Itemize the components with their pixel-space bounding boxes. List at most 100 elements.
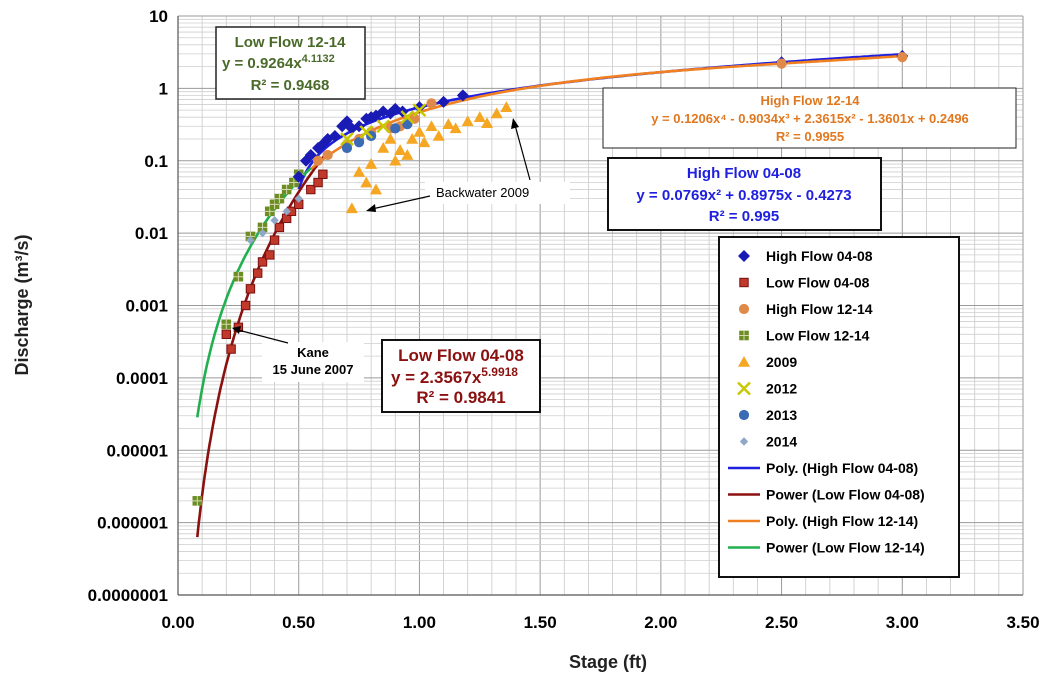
annotation-low-flow-04-08: Low Flow 04-08 y = 2.3567x5.9918 R² = 0.… <box>381 339 541 413</box>
data-point <box>252 268 263 278</box>
data-point <box>257 257 268 267</box>
data-point <box>413 125 426 137</box>
x-tick-label: 1.00 <box>403 613 436 632</box>
marker-cross <box>221 319 232 330</box>
legend-label: 2013 <box>766 407 797 423</box>
annotation-kane-arrow <box>237 329 289 344</box>
legend-label: Power (Low Flow 12-14) <box>766 540 925 556</box>
data-point <box>274 222 285 233</box>
annotation-backwater: Backwater 2009 <box>366 118 570 212</box>
annotation-backwater-arrow-left <box>371 195 431 210</box>
marker-cross <box>274 193 285 204</box>
data-point <box>269 235 280 245</box>
data-point <box>776 58 787 69</box>
annotation-low-flow-12-14-box <box>215 26 366 100</box>
data-point <box>359 125 374 139</box>
data-point <box>400 110 415 125</box>
annotation-low-flow-04-08-equation: y = 2.3567x5.9918 <box>391 365 518 387</box>
data-point <box>376 119 391 134</box>
data-point <box>401 149 414 160</box>
data-point <box>418 136 431 148</box>
data-point <box>328 129 341 142</box>
data-point <box>449 122 462 134</box>
y-tick-label: 0.0000001 <box>88 586 168 605</box>
annotation-high-flow-04-08-box <box>607 157 882 231</box>
annotation-low-flow-04-08-title: Low Flow 04-08 <box>398 346 524 365</box>
annotation-high-flow-12-14-equation: y = 0.1206x⁴ - 0.9034x³ + 2.3615x² - 1.3… <box>651 111 969 126</box>
legend-label: 2009 <box>766 354 797 370</box>
data-point <box>240 300 251 311</box>
data-point <box>233 271 244 282</box>
data-point <box>306 184 316 195</box>
annotation-high-flow-04-08: High Flow 04-08 y = 0.0769x² + 0.8975x -… <box>607 157 882 231</box>
annotation-low-flow-04-08-box <box>381 339 541 413</box>
data-point <box>245 284 256 294</box>
y-tick-label: 0.1 <box>144 152 168 171</box>
legend-label: High Flow 04-08 <box>766 248 873 264</box>
legend-label: Poly. (High Flow 04-08) <box>766 460 918 476</box>
data-point <box>377 142 390 153</box>
data-point <box>192 496 203 506</box>
data-point <box>318 169 328 179</box>
x-tick-label: 2.00 <box>644 613 677 632</box>
annotation-kane-line2: 15 June 2007 <box>273 362 354 377</box>
annotation-high-flow-04-08-equation: y = 0.0769x² + 0.8975x - 0.4273 <box>636 187 851 204</box>
data-point <box>274 193 285 204</box>
data-point <box>456 89 469 102</box>
data-point <box>270 216 279 225</box>
annotation-low-flow-12-14-r2: R² = 0.9468 <box>251 77 330 94</box>
data-point <box>269 199 280 210</box>
annotation-kane-line1: Kane <box>297 345 329 360</box>
y-tick-label: 0.0001 <box>116 369 168 388</box>
legend-swatch <box>739 330 749 341</box>
data-point <box>500 101 513 112</box>
x-tick-label: 0.00 <box>161 613 194 632</box>
data-point <box>413 101 426 114</box>
data-point <box>265 250 275 260</box>
data-point <box>340 132 354 146</box>
annotation-low-flow-04-08-r2: R² = 0.9841 <box>416 388 505 407</box>
data-point <box>384 132 397 144</box>
marker-cross <box>281 184 292 195</box>
marker-cross <box>264 206 275 217</box>
annotation-kane-arrowhead <box>232 326 241 334</box>
x-tick-label: 1.50 <box>524 613 557 632</box>
legend-swatch <box>738 250 750 262</box>
data-point <box>481 117 494 129</box>
data-point <box>292 170 305 183</box>
x-axis-title: Stage (ft) <box>569 652 647 672</box>
annotation-high-flow-12-14: High Flow 12-14 y = 0.1206x⁴ - 0.9034x³ … <box>602 87 1017 149</box>
annotation-backwater-label: Backwater 2009 <box>436 185 529 200</box>
data-point <box>345 202 358 214</box>
x-tick-label: 3.50 <box>1006 613 1039 632</box>
y-tick-label: 0.01 <box>135 224 168 243</box>
data-point <box>313 177 323 188</box>
legend-label: High Flow 12-14 <box>766 301 873 317</box>
legend-label: 2012 <box>766 381 797 397</box>
legend-swatch <box>737 381 751 396</box>
legend-swatch <box>738 303 750 315</box>
legend-label: Poly. (High Flow 12-14) <box>766 513 918 529</box>
data-point <box>365 158 378 169</box>
y-tick-label: 0.00001 <box>107 441 168 460</box>
annotation-backwater-arrowhead-left <box>366 204 376 212</box>
data-point <box>264 206 275 217</box>
data-point <box>369 183 382 195</box>
annotation-high-flow-04-08-r2: R² = 0.995 <box>709 208 779 225</box>
annotation-backwater-box <box>425 182 570 204</box>
data-point-layer <box>192 50 909 506</box>
y-tick-label: 10 <box>149 7 168 26</box>
marker-cross <box>269 199 280 210</box>
data-point <box>389 154 402 166</box>
marker-cross <box>192 496 203 506</box>
data-point <box>402 119 413 130</box>
data-point <box>221 319 232 330</box>
data-point <box>221 329 231 340</box>
data-point <box>353 165 366 177</box>
data-point <box>281 184 292 195</box>
y-tick-label: 0.000001 <box>97 514 168 533</box>
legend-swatch <box>739 277 749 288</box>
annotation-kane-box <box>262 342 364 382</box>
data-point <box>432 129 445 141</box>
